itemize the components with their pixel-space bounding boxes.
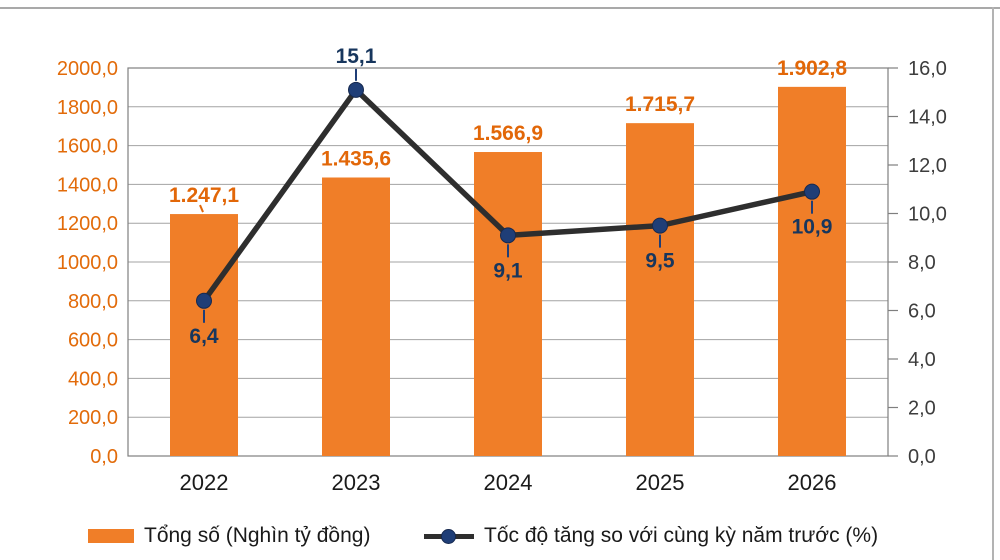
right-axis-tick-label: 8,0 xyxy=(908,252,936,274)
frame-right-border xyxy=(992,7,994,560)
x-axis-label-2023: 2023 xyxy=(332,470,381,495)
line-label-2022: 6,4 xyxy=(189,325,219,348)
legend-item-total: Tổng số (Nghìn tỷ đồng) xyxy=(88,520,370,552)
left-axis-tick-label: 200,0 xyxy=(68,407,118,429)
left-axis-tick-label: 400,0 xyxy=(68,368,118,390)
right-axis-tick-label: 4,0 xyxy=(908,349,936,371)
x-axis-label-2022: 2022 xyxy=(180,470,229,495)
frame-top-border xyxy=(0,7,1000,9)
line-marker-swatch-icon xyxy=(424,528,474,545)
left-axis-tick-label: 0,0 xyxy=(90,446,118,468)
left-axis-tick-label: 1600,0 xyxy=(57,136,118,158)
line-label-2024: 9,1 xyxy=(493,259,523,282)
line-label-2023: 15,1 xyxy=(336,45,377,68)
legend-label-growth: Tốc độ tăng so với cùng kỳ năm trước (%) xyxy=(484,524,879,547)
bar-series-swatch-icon xyxy=(88,529,134,543)
x-axis-label-2026: 2026 xyxy=(788,470,837,495)
legend-item-growth: Tốc độ tăng so với cùng kỳ năm trước (%) xyxy=(424,520,878,552)
line-marker-2022 xyxy=(196,292,212,309)
left-axis-tick-label: 2000,0 xyxy=(57,58,118,80)
bar-2023 xyxy=(322,177,390,457)
left-axis-tick-label: 600,0 xyxy=(68,330,118,352)
right-axis-tick-label: 0,0 xyxy=(908,446,936,468)
right-axis-tick-label: 14,0 xyxy=(908,107,947,129)
right-axis-tick-label: 16,0 xyxy=(908,58,947,80)
bar-label-2026: 1.902,8 xyxy=(777,57,847,80)
line-marker-2023 xyxy=(348,81,364,98)
bar-label-2023: 1.435,6 xyxy=(321,147,391,170)
bar-label-2024: 1.566,9 xyxy=(473,122,543,145)
bar-label-2022: 1.247,1 xyxy=(169,184,239,207)
right-axis-tick-label: 12,0 xyxy=(908,155,947,177)
line-marker-2024 xyxy=(500,227,516,244)
right-axis-tick-label: 10,0 xyxy=(908,204,947,226)
line-label-2026: 10,9 xyxy=(792,216,833,239)
right-axis-tick-label: 2,0 xyxy=(908,398,936,420)
chart-legend: Tổng số (Nghìn tỷ đồng) Tốc độ tăng so v… xyxy=(0,520,1000,556)
left-axis-tick-label: 1400,0 xyxy=(57,174,118,196)
right-axis-tick-label: 6,0 xyxy=(908,301,936,323)
bar-2024 xyxy=(474,152,542,456)
line-label-2025: 9,5 xyxy=(645,250,675,273)
left-axis-tick-label: 1000,0 xyxy=(57,252,118,274)
x-axis-label-2024: 2024 xyxy=(484,470,533,495)
bar-2026 xyxy=(778,86,846,456)
bar-2025 xyxy=(626,123,694,456)
left-axis-tick-label: 1800,0 xyxy=(57,97,118,119)
bar-label-leader xyxy=(199,204,204,213)
bar-label-2025: 1.715,7 xyxy=(625,93,695,116)
left-axis-tick-label: 800,0 xyxy=(68,291,118,313)
bar-2022 xyxy=(170,214,238,456)
left-axis-tick-label: 1200,0 xyxy=(57,213,118,235)
line-marker-2025 xyxy=(652,217,668,234)
x-axis-label-2025: 2025 xyxy=(636,470,685,495)
line-marker-2026 xyxy=(804,183,820,200)
legend-label-total: Tổng số (Nghìn tỷ đồng) xyxy=(144,524,371,547)
combo-chart: 0,0 200,0 400,0 600,0 800,0 1000,0 1200,0 1400,… xyxy=(57,45,947,495)
